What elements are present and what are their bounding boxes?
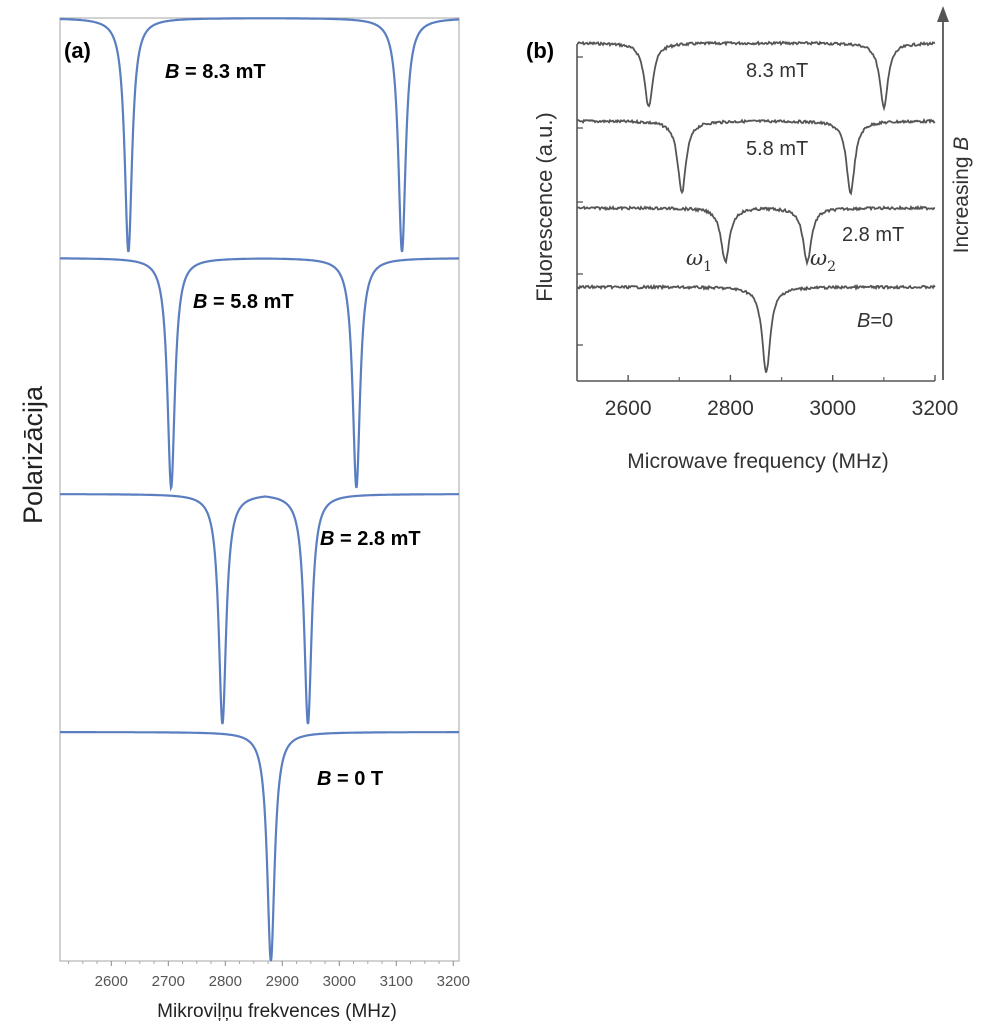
panel-b-x-tick-label: 2800 [707,397,754,420]
panel-a-series-line-2 [60,493,459,725]
increasing-b-var: B [950,137,973,151]
label-b-var: B [193,291,207,313]
omega-subscript: 2 [827,259,836,275]
panel-a: 2600 2700 2800 2900 3000 3100 3200 (a) Polariz… [18,17,470,1022]
panel-b-series-label-8.3: 8.3 mT [746,60,808,82]
label-rest: =0 [870,310,893,332]
label-b-var: B [317,768,331,790]
panel-a-x-tick-label: 2800 [209,973,242,990]
label-b-var: B [857,310,870,332]
panel-a-x-tick-label: 3200 [437,973,470,990]
panel-b-x-axis: 2600 2800 3000 3200 [576,375,959,420]
panel-b-x-tick-label: 3200 [912,397,959,420]
panel-a-series-line-1 [60,257,459,492]
panel-a-label: (a) [64,38,91,63]
label-b-var: B [320,528,334,550]
panel-a-x-tick-label: 3000 [323,973,356,990]
panel-a-x-axis-title: Mikroviļņu frekvences (MHz) [157,1001,397,1022]
panel-b-series-line-1 [576,117,936,196]
panel-b-x-tick-label: 3000 [809,397,856,420]
increasing-b-label: Increasing B [950,137,973,254]
panel-a-curves [60,17,460,962]
omega-symbol: ω [810,246,827,270]
panel-b-series-line-2 [576,204,935,267]
panel-b-curves [576,40,936,373]
panel-a-y-axis-title: Polarizācija [18,385,48,524]
panel-a-x-tick-label: 2900 [266,973,299,990]
increasing-b-arrowhead-icon [937,6,949,22]
increasing-text: Increasing [950,151,973,254]
panel-a-series-line-0 [60,17,460,253]
panel-a-series-label-0: B = 0 T [317,768,383,790]
label-value: = 5.8 mT [207,291,293,313]
panel-b-y-ticks [577,56,583,346]
panel-b-series-label-0: B=0 [857,310,893,332]
panel-b-x-axis-title: Microwave frequency (MHz) [627,450,888,473]
omega-2-annotation: ω2 [810,246,836,275]
label-value: = 2.8 mT [334,528,420,550]
panel-a-series-line-3 [60,731,459,962]
label-value: = 0 T [331,768,383,790]
panel-a-x-tick-label: 2700 [152,973,185,990]
panel-a-series-label-8.3: B = 8.3 mT [165,61,266,83]
label-value: = 8.3 mT [179,61,265,83]
panel-a-x-tick-label: 3100 [380,973,413,990]
omega-symbol: ω [686,246,703,270]
label-b-var: B [165,61,179,83]
panel-b-y-axis-title: Fluorescence (a.u.) [532,112,557,302]
panel-b-series-label-2.8: 2.8 mT [842,224,904,246]
omega-1-annotation: ω1 [686,246,712,275]
panel-b-series-label-5.8: 5.8 mT [746,138,808,160]
omega-subscript: 1 [703,259,712,275]
panel-a-series-label-2.8: B = 2.8 mT [320,528,421,550]
panel-b-label: (b) [526,38,554,63]
panel-a-x-tick-label: 2600 [95,973,128,990]
panel-b-series-line-0 [576,40,936,112]
panel-b-series-line-3 [576,283,936,373]
panel-b-x-tick-label: 2600 [605,397,652,420]
panel-a-x-axis: 2600 2700 2800 2900 3000 3100 3200 [68,961,470,990]
panel-a-series-label-5.8: B = 5.8 mT [193,291,294,313]
panel-b: 2600 2800 3000 3200 (b) Fluorescence (a.u.)… [526,6,973,473]
